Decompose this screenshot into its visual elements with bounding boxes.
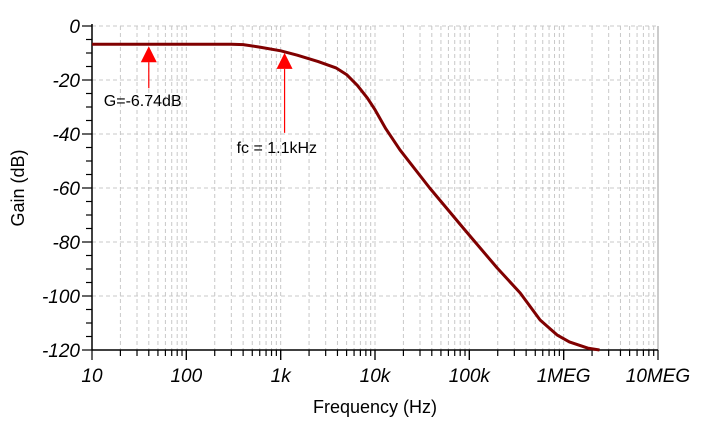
y-tick-label: -20 [53,71,81,92]
marker-arrow-icon [140,46,157,63]
x-tick-label: 100 [170,366,202,387]
y-tick-label: -60 [53,179,81,200]
annotation-label: fc = 1.1kHz [237,140,317,157]
annotation-label: G=-6.74dB [104,93,182,110]
x-tick-label: 1MEG [537,366,591,387]
x-tick-label: 100k [449,366,492,387]
grid [92,25,658,350]
marker-arrow-icon [276,52,293,69]
axes [82,24,659,360]
x-tick-label: 10 [81,366,103,387]
y-tick-label: -120 [42,341,80,362]
y-axis-label: Gain (dB) [8,149,28,226]
x-tick-label: 10MEG [626,366,690,387]
y-tick-label: -40 [53,125,81,146]
y-tick-label: -80 [53,233,81,254]
y-tick-label: 0 [69,17,80,38]
gain-series-line [92,42,600,352]
y-tick-label: -100 [42,287,80,308]
x-tick-label: 10k [360,366,392,387]
annotations: G=-6.74dB fc = 1.1kHz [104,46,317,157]
x-axis-label: Frequency (Hz) [313,397,437,417]
tick-labels: 10 100 1k 10k 100k 1MEG 10MEG 0 -20 -40 -60 -80 -100… [42,17,690,387]
x-tick-label: 1k [271,366,293,387]
